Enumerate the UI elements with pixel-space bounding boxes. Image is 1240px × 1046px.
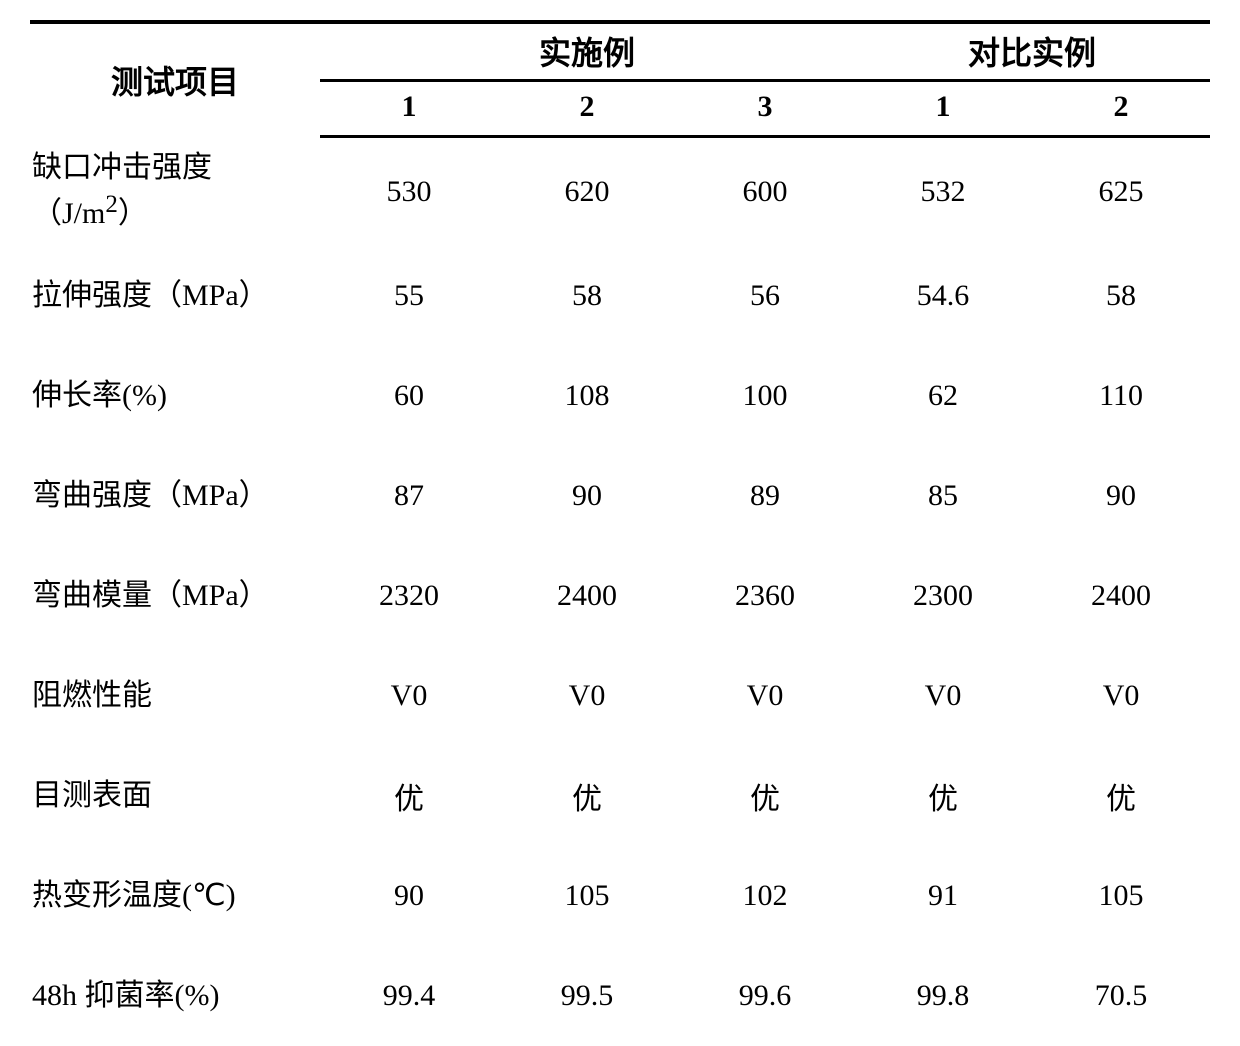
cell-value: 532 [854, 136, 1032, 246]
table-row: 48h 抑菌率(%)99.499.599.699.870.5 [30, 946, 1210, 1046]
sub-header: 1 [854, 80, 1032, 136]
cell-value: 优 [1032, 746, 1210, 846]
cell-value: 108 [498, 346, 676, 446]
row-label: 弯曲模量（MPa） [30, 546, 320, 646]
table-row: 缺口冲击强度（J/m2）530620600532625 [30, 136, 1210, 246]
cell-value: 优 [854, 746, 1032, 846]
table-row: 阻燃性能V0V0V0V0V0 [30, 646, 1210, 746]
cell-value: V0 [676, 646, 854, 746]
cell-value: 2320 [320, 546, 498, 646]
data-table: 测试项目 实施例 对比实例 1 2 3 1 2 缺口冲击强度（J/m2）5306… [30, 20, 1210, 1046]
cell-value: V0 [498, 646, 676, 746]
table-header: 测试项目 实施例 对比实例 1 2 3 1 2 [30, 22, 1210, 136]
cell-value: 58 [498, 246, 676, 346]
cell-value: 100 [676, 346, 854, 446]
row-label: 48h 抑菌率(%) [30, 946, 320, 1046]
cell-value: 优 [320, 746, 498, 846]
table-row: 弯曲模量（MPa）23202400236023002400 [30, 546, 1210, 646]
row-label: 伸长率(%) [30, 346, 320, 446]
cell-value: 90 [320, 846, 498, 946]
cell-value: 91 [854, 846, 1032, 946]
table-row: 弯曲强度（MPa）8790898590 [30, 446, 1210, 546]
group-header-comparative: 对比实例 [854, 22, 1210, 80]
cell-value: 625 [1032, 136, 1210, 246]
table-row: 热变形温度(℃)9010510291105 [30, 846, 1210, 946]
cell-value: 2400 [498, 546, 676, 646]
cell-value: 620 [498, 136, 676, 246]
row-label: 目测表面 [30, 746, 320, 846]
sub-header: 2 [1032, 80, 1210, 136]
cell-value: 60 [320, 346, 498, 446]
cell-value: 99.4 [320, 946, 498, 1046]
cell-value: 102 [676, 846, 854, 946]
cell-value: 99.8 [854, 946, 1032, 1046]
row-label: 热变形温度(℃) [30, 846, 320, 946]
sub-header: 3 [676, 80, 854, 136]
cell-value: 58 [1032, 246, 1210, 346]
cell-value: 2360 [676, 546, 854, 646]
cell-value: V0 [320, 646, 498, 746]
cell-value: V0 [1032, 646, 1210, 746]
cell-value: 105 [1032, 846, 1210, 946]
cell-value: V0 [854, 646, 1032, 746]
group-header-examples: 实施例 [320, 22, 854, 80]
cell-value: 优 [498, 746, 676, 846]
cell-value: 优 [676, 746, 854, 846]
cell-value: 90 [498, 446, 676, 546]
table-row: 目测表面优优优优优 [30, 746, 1210, 846]
row-label: 缺口冲击强度（J/m2） [30, 136, 320, 246]
cell-value: 105 [498, 846, 676, 946]
cell-value: 99.6 [676, 946, 854, 1046]
cell-value: 2400 [1032, 546, 1210, 646]
cell-value: 85 [854, 446, 1032, 546]
row-label: 弯曲强度（MPa） [30, 446, 320, 546]
cell-value: 110 [1032, 346, 1210, 446]
corner-header: 测试项目 [30, 22, 320, 136]
cell-value: 62 [854, 346, 1032, 446]
table-row: 拉伸强度（MPa）55585654.658 [30, 246, 1210, 346]
cell-value: 90 [1032, 446, 1210, 546]
table-body: 缺口冲击强度（J/m2）530620600532625拉伸强度（MPa）5558… [30, 136, 1210, 1046]
cell-value: 54.6 [854, 246, 1032, 346]
row-label: 拉伸强度（MPa） [30, 246, 320, 346]
sub-header: 1 [320, 80, 498, 136]
table-row: 伸长率(%)6010810062110 [30, 346, 1210, 446]
cell-value: 55 [320, 246, 498, 346]
cell-value: 600 [676, 136, 854, 246]
row-label: 阻燃性能 [30, 646, 320, 746]
sub-header: 2 [498, 80, 676, 136]
cell-value: 89 [676, 446, 854, 546]
cell-value: 99.5 [498, 946, 676, 1046]
cell-value: 530 [320, 136, 498, 246]
cell-value: 70.5 [1032, 946, 1210, 1046]
cell-value: 2300 [854, 546, 1032, 646]
cell-value: 56 [676, 246, 854, 346]
cell-value: 87 [320, 446, 498, 546]
